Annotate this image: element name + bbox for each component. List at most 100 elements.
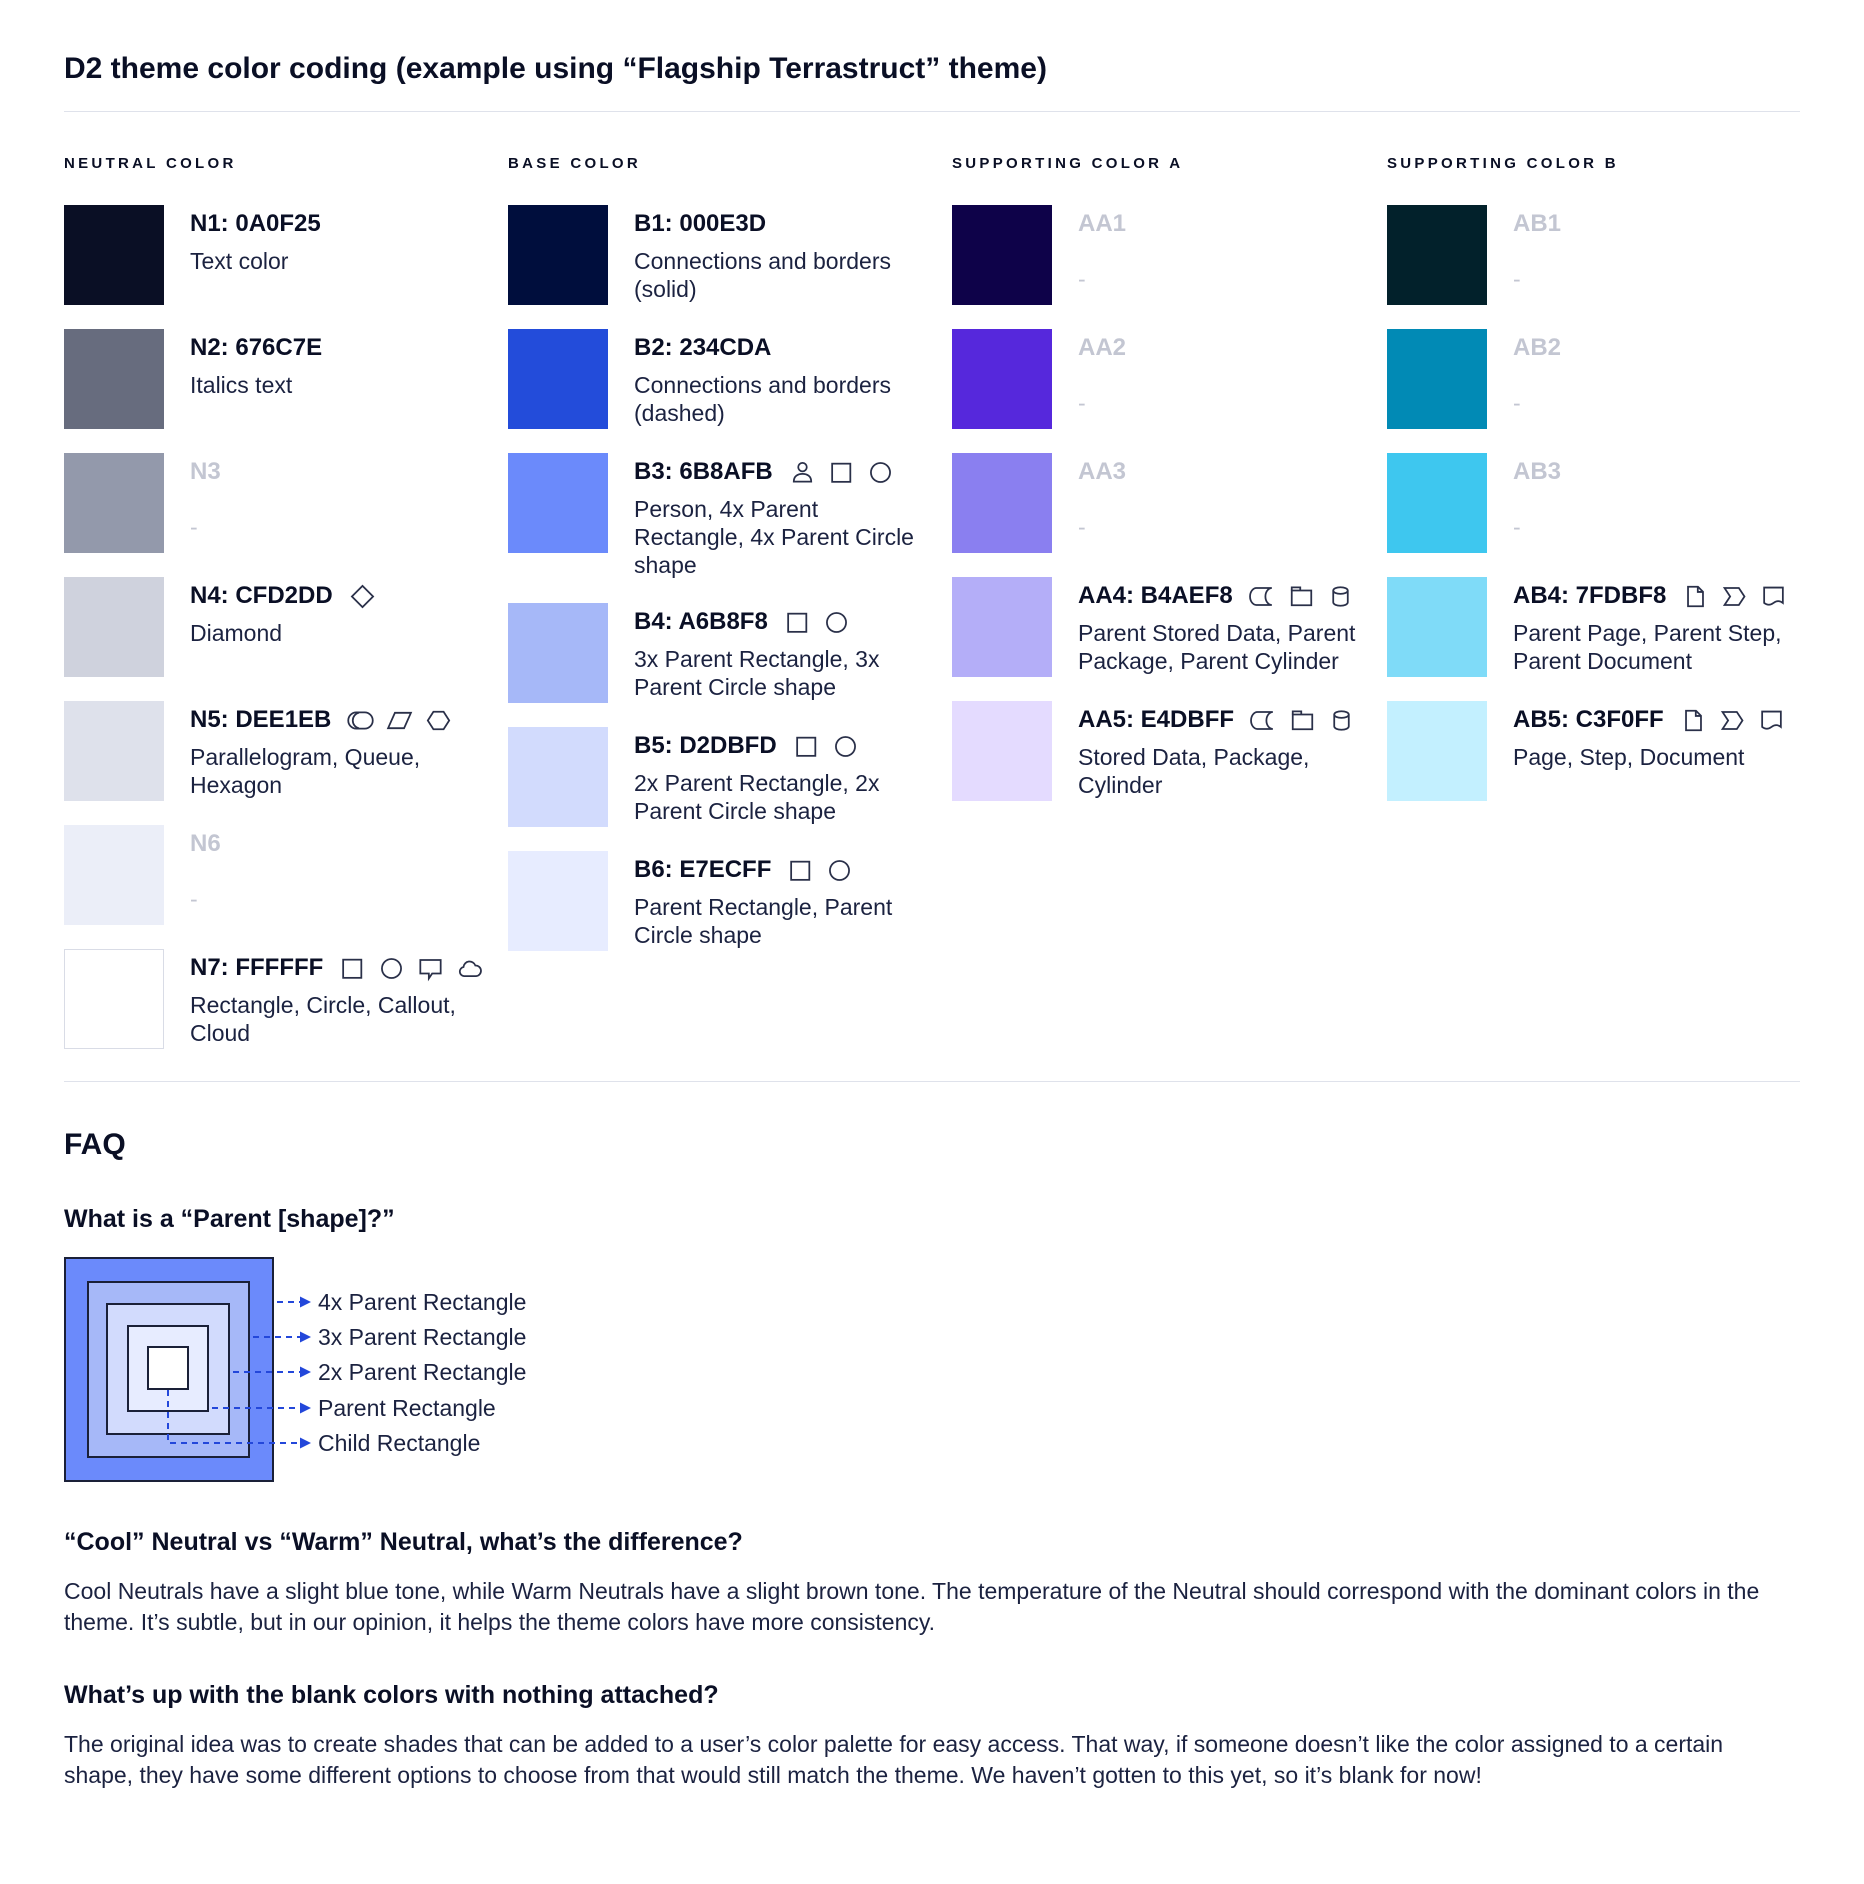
palette-grid: NEUTRAL COLOR N1: 0A0F25 Text color N2: 676… [64, 155, 1800, 1073]
blank-placeholder: - [1078, 390, 1086, 416]
diagram-label: 3x Parent Rectangle [318, 1324, 527, 1350]
shape-icons [1248, 583, 1354, 610]
faq-answer-blank-colors: The original idea was to create shades t… [64, 1731, 1724, 1788]
color-description: Parent Page, Parent Step, Parent Documen… [1513, 620, 1782, 674]
color-code: N1: 0A0F25 [190, 210, 321, 237]
color-description: Parent Stored Data, Parent Package, Pare… [1078, 620, 1356, 674]
color-row: B1: 000E3D Connections and borders (solid… [508, 205, 952, 305]
faq-answer-cool-warm: Cool Neutrals have a slight blue tone, w… [64, 1578, 1760, 1635]
document-icon [1760, 583, 1787, 610]
faq-question-blank-colors: What’s up with the blank colors with not… [64, 1681, 719, 1709]
diagram-label: Parent Rectangle [318, 1395, 496, 1421]
color-swatch [508, 727, 608, 827]
color-swatch [1387, 701, 1487, 801]
diagram-rect-child [147, 1346, 189, 1390]
blank-placeholder: - [190, 514, 198, 540]
color-description: Italics text [190, 372, 293, 398]
blank-placeholder: - [1078, 266, 1086, 292]
color-swatch [508, 453, 608, 553]
color-code: AA4: B4AEF8 [1078, 582, 1233, 609]
color-description: Diamond [190, 620, 283, 646]
column-header: BASE COLOR [508, 155, 642, 172]
stored-data-icon [1250, 707, 1277, 734]
color-row: AA2 - [952, 329, 1387, 429]
color-row: N7: FFFFFF Rectangle, Circle, Callout, Cl… [64, 949, 508, 1049]
color-code: B6: E7ECFF [634, 856, 772, 883]
color-code: AB3 [1513, 458, 1562, 485]
color-code: AB1 [1513, 210, 1562, 237]
color-swatch [64, 205, 164, 305]
color-swatch [1387, 205, 1487, 305]
color-code: B3: 6B8AFB [634, 458, 773, 485]
palette-column: BASE COLOR B1: 000E3D Connections and bord… [508, 155, 952, 1073]
callout-icon [417, 955, 444, 982]
rectangle-icon [784, 609, 811, 636]
circle-icon [832, 733, 859, 760]
color-description: Person, 4x Parent Rectangle, 4x Parent C… [634, 496, 914, 578]
faq-heading: FAQ [64, 1128, 126, 1161]
faq-question-cool-warm: “Cool” Neutral vs “Warm” Neutral, what’s… [64, 1528, 743, 1556]
diamond-icon [349, 583, 376, 610]
circle-icon [826, 857, 853, 884]
color-row: AB2 - [1387, 329, 1805, 429]
package-icon [1288, 583, 1315, 610]
color-code: AA5: E4DBFF [1078, 706, 1235, 733]
shape-icons [339, 955, 483, 982]
color-row: N6 - [64, 825, 508, 925]
blank-placeholder: - [1513, 390, 1521, 416]
color-description: Stored Data, Package, Cylinder [1078, 744, 1310, 798]
person-icon [789, 459, 816, 486]
shape-icons [1680, 707, 1785, 734]
document-icon [1758, 707, 1785, 734]
diagram-label: 4x Parent Rectangle [318, 1289, 527, 1315]
cloud-icon [456, 955, 483, 982]
color-swatch [952, 577, 1052, 677]
faq-section: FAQ What is a “Parent [shape]?” 4x Paren… [64, 1128, 1800, 1791]
color-row: AB1 - [1387, 205, 1805, 305]
color-description: Page, Step, Document [1513, 744, 1745, 770]
diagram-label: 2x Parent Rectangle [318, 1359, 527, 1385]
diagram-label: Child Rectangle [318, 1430, 481, 1456]
color-description: Rectangle, Circle, Callout, Cloud [190, 992, 456, 1046]
color-swatch [952, 453, 1052, 553]
rectangle-icon [339, 955, 366, 982]
shape-icons [1682, 583, 1787, 610]
color-row: AA4: B4AEF8 Parent Stored Data, Parent Pa… [952, 577, 1387, 677]
color-row: B4: A6B8F8 3x Parent Rectangle, 3x Parent… [508, 603, 952, 703]
color-code: B5: D2DBFD [634, 732, 777, 759]
shape-icons [784, 609, 850, 636]
shape-icons [793, 733, 859, 760]
palette-column: SUPPORTING COLOR B AB1 - AB2 - AB3 - AB4: 7FDBF… [1387, 155, 1805, 1073]
color-row: B5: D2DBFD 2x Parent Rectangle, 2x Parent… [508, 727, 952, 827]
blank-placeholder: - [190, 886, 198, 912]
color-swatch [952, 329, 1052, 429]
color-row: N5: DEE1EB Parallelogram, Queue, Hexagon [64, 701, 508, 801]
color-swatch [508, 851, 608, 951]
color-row: AB4: 7FDBF8 Parent Page, Parent Step, Par… [1387, 577, 1805, 677]
hexagon-icon [425, 707, 452, 734]
queue-icon [347, 707, 374, 734]
color-swatch [508, 205, 608, 305]
rectangle-icon [793, 733, 820, 760]
cylinder-icon [1327, 583, 1354, 610]
color-code: B1: 000E3D [634, 210, 767, 237]
color-swatch [64, 825, 164, 925]
color-swatch [952, 205, 1052, 305]
color-code: N2: 676C7E [190, 334, 323, 361]
color-swatch [64, 453, 164, 553]
color-swatch [64, 329, 164, 429]
color-code: B2: 234CDA [634, 334, 772, 361]
color-row: N3 - [64, 453, 508, 553]
palette-column: SUPPORTING COLOR A AA1 - AA2 - AA3 - AA4: B4AEF… [952, 155, 1387, 1073]
blank-placeholder: - [1078, 514, 1086, 540]
color-code: N4: CFD2DD [190, 582, 333, 609]
shape-icons [347, 707, 452, 734]
stored-data-icon [1248, 583, 1276, 610]
column-header: NEUTRAL COLOR [64, 155, 237, 172]
color-row: B3: 6B8AFB Person, 4x Parent Rectangle, 4… [508, 453, 952, 579]
color-code: N6 [190, 830, 221, 857]
rectangle-icon [828, 459, 855, 486]
color-code: AB2 [1513, 334, 1562, 361]
column-header: SUPPORTING COLOR B [1387, 155, 1619, 172]
color-description: 2x Parent Rectangle, 2x Parent Circle sh… [634, 770, 880, 824]
